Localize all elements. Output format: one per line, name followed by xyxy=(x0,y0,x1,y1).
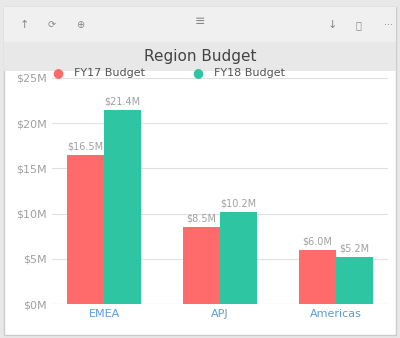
Bar xyxy=(104,110,141,304)
Bar xyxy=(299,250,336,304)
Text: ···: ··· xyxy=(384,20,393,30)
Text: FY17 Budget: FY17 Budget xyxy=(74,68,145,78)
Text: ⟳: ⟳ xyxy=(48,20,56,30)
Text: ≡: ≡ xyxy=(195,16,205,28)
Text: FY18 Budget: FY18 Budget xyxy=(214,68,285,78)
Text: $6.0M: $6.0M xyxy=(302,236,332,246)
FancyBboxPatch shape xyxy=(4,7,396,44)
Text: ●: ● xyxy=(192,66,203,79)
Bar xyxy=(67,155,104,304)
Text: $8.5M: $8.5M xyxy=(186,214,216,223)
Text: ●: ● xyxy=(52,66,63,79)
Bar xyxy=(336,257,373,304)
Bar xyxy=(220,212,257,304)
FancyBboxPatch shape xyxy=(4,42,396,71)
FancyBboxPatch shape xyxy=(4,7,396,335)
Text: ⤢: ⤢ xyxy=(356,20,362,30)
Text: $21.4M: $21.4M xyxy=(105,97,141,107)
Text: ⊕: ⊕ xyxy=(76,20,84,30)
Text: Region Budget: Region Budget xyxy=(144,49,256,64)
Text: ↑: ↑ xyxy=(20,20,29,30)
Text: ↓: ↓ xyxy=(328,20,337,30)
Text: $16.5M: $16.5M xyxy=(68,141,104,151)
Text: $5.2M: $5.2M xyxy=(339,243,369,254)
Text: $10.2M: $10.2M xyxy=(220,198,256,208)
Bar xyxy=(183,227,220,304)
